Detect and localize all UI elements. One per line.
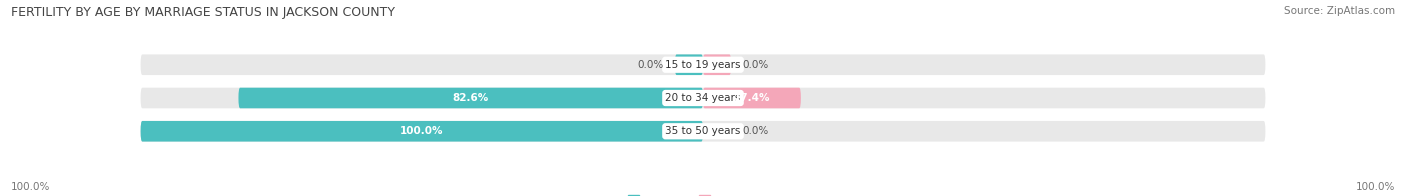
- Text: 100.0%: 100.0%: [401, 126, 443, 136]
- Text: 15 to 19 years: 15 to 19 years: [665, 60, 741, 70]
- Text: FERTILITY BY AGE BY MARRIAGE STATUS IN JACKSON COUNTY: FERTILITY BY AGE BY MARRIAGE STATUS IN J…: [11, 6, 395, 19]
- Text: 100.0%: 100.0%: [11, 182, 51, 192]
- FancyBboxPatch shape: [703, 54, 731, 75]
- FancyBboxPatch shape: [141, 121, 1265, 142]
- Text: 17.4%: 17.4%: [734, 93, 770, 103]
- Legend: Married, Unmarried: Married, Unmarried: [623, 191, 783, 196]
- FancyBboxPatch shape: [703, 88, 801, 108]
- Text: 0.0%: 0.0%: [742, 60, 769, 70]
- FancyBboxPatch shape: [141, 88, 1265, 108]
- FancyBboxPatch shape: [141, 54, 1265, 75]
- Text: Source: ZipAtlas.com: Source: ZipAtlas.com: [1284, 6, 1395, 16]
- FancyBboxPatch shape: [239, 88, 703, 108]
- Text: 0.0%: 0.0%: [637, 60, 664, 70]
- Text: 82.6%: 82.6%: [453, 93, 489, 103]
- Text: 35 to 50 years: 35 to 50 years: [665, 126, 741, 136]
- Text: 100.0%: 100.0%: [1355, 182, 1395, 192]
- FancyBboxPatch shape: [141, 121, 703, 142]
- FancyBboxPatch shape: [675, 54, 703, 75]
- Text: 20 to 34 years: 20 to 34 years: [665, 93, 741, 103]
- Text: 0.0%: 0.0%: [742, 126, 769, 136]
